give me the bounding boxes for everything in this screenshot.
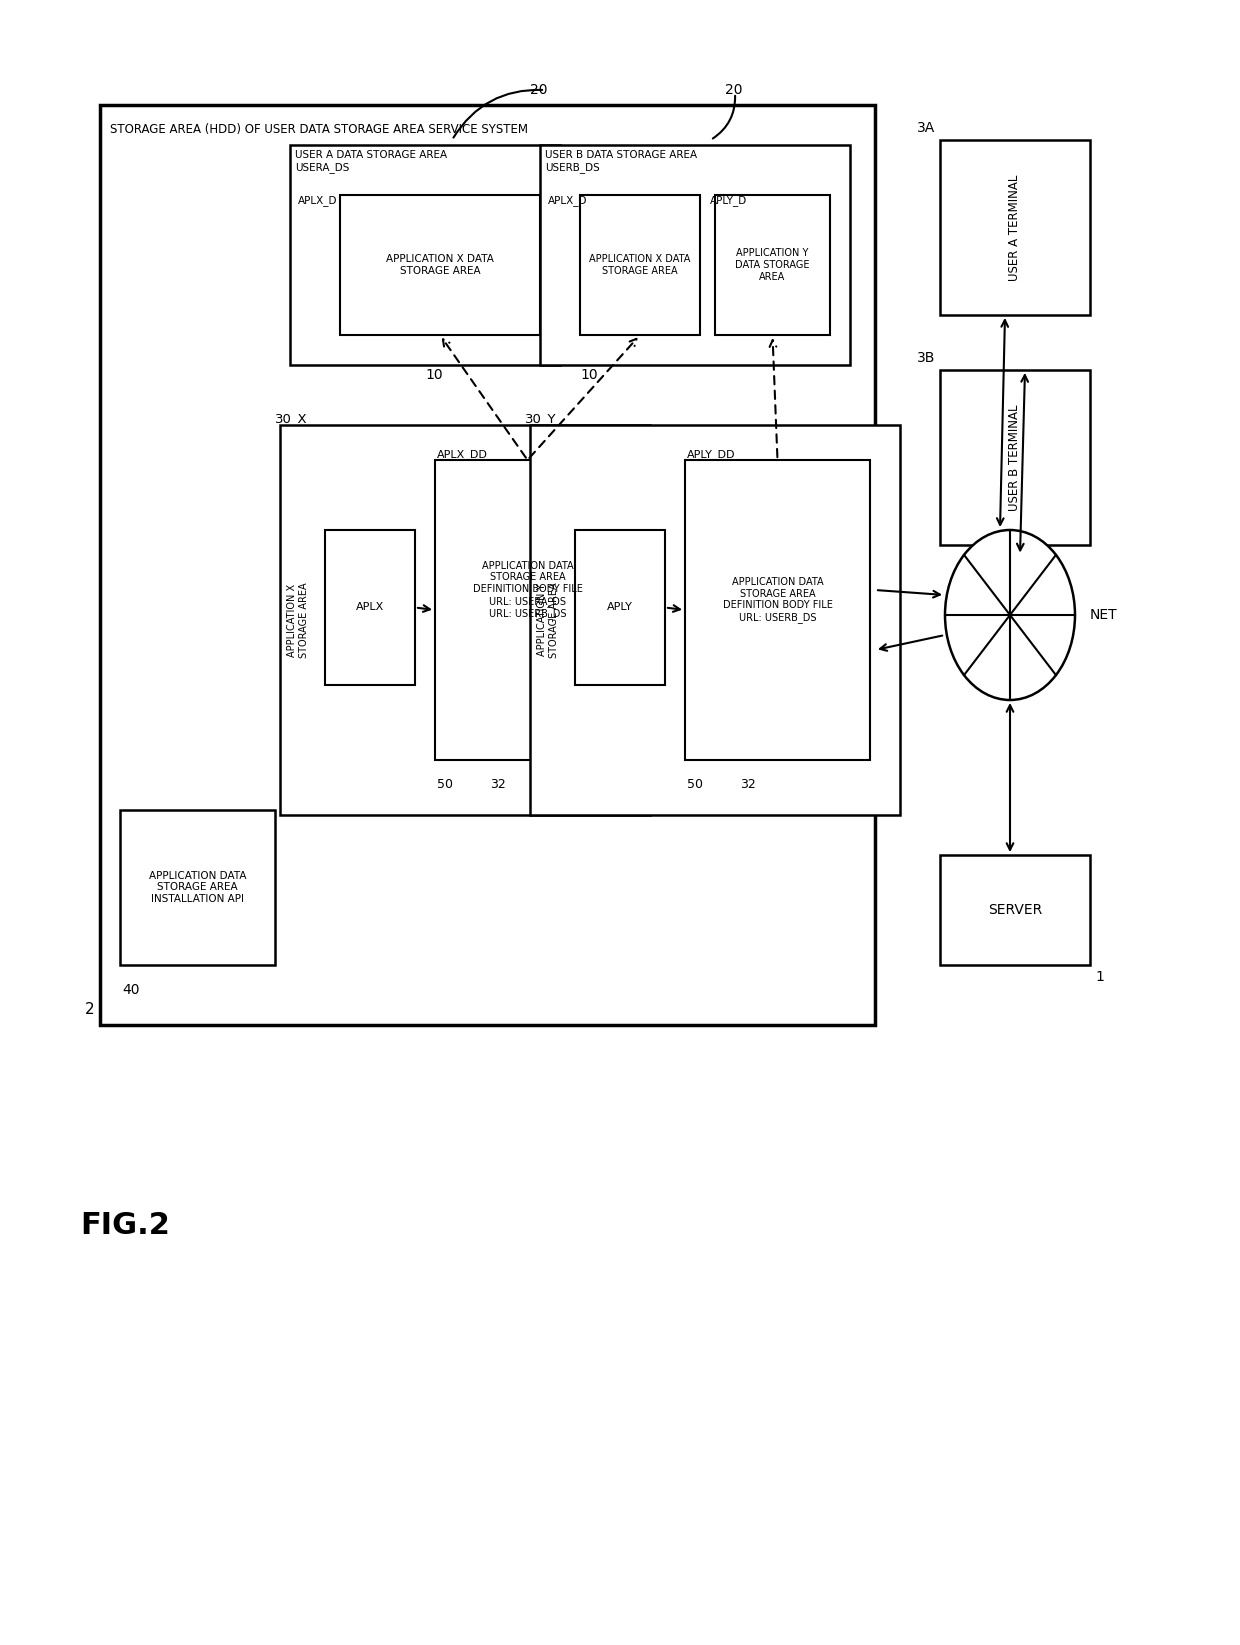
Text: APLX_D: APLX_D [548, 196, 588, 206]
FancyBboxPatch shape [280, 424, 650, 814]
FancyBboxPatch shape [575, 530, 665, 684]
FancyBboxPatch shape [940, 140, 1090, 314]
Text: APPLICATION Y
DATA STORAGE
AREA: APPLICATION Y DATA STORAGE AREA [735, 248, 810, 281]
FancyBboxPatch shape [100, 105, 875, 1025]
Text: USER A DATA STORAGE AREA
USERA_DS: USER A DATA STORAGE AREA USERA_DS [295, 150, 448, 173]
Text: USER B TERMINAL: USER B TERMINAL [1008, 405, 1022, 510]
FancyBboxPatch shape [340, 196, 539, 336]
Text: 2: 2 [86, 1002, 95, 1017]
Text: USER A TERMINAL: USER A TERMINAL [1008, 174, 1022, 281]
Text: FIG.2: FIG.2 [81, 1211, 170, 1239]
Text: APPLICATION DATA
STORAGE AREA
DEFINITION BODY FILE
URL: USERA_DS
URL: USERB_DS: APPLICATION DATA STORAGE AREA DEFINITION… [472, 561, 583, 619]
FancyBboxPatch shape [539, 145, 849, 365]
Text: USER B DATA STORAGE AREA
USERB_DS: USER B DATA STORAGE AREA USERB_DS [546, 150, 697, 173]
Text: APPLICATION X DATA
STORAGE AREA: APPLICATION X DATA STORAGE AREA [386, 255, 494, 276]
Ellipse shape [945, 530, 1075, 701]
Text: 50: 50 [687, 778, 703, 791]
FancyBboxPatch shape [940, 370, 1090, 544]
Text: APPLICATION X DATA
STORAGE AREA: APPLICATION X DATA STORAGE AREA [589, 255, 691, 276]
Text: APPLICATION Y
STORAGE AREA: APPLICATION Y STORAGE AREA [537, 582, 559, 658]
FancyBboxPatch shape [290, 145, 560, 365]
FancyBboxPatch shape [580, 196, 701, 336]
Text: 10: 10 [580, 368, 598, 382]
Text: 30_Y: 30_Y [525, 411, 557, 424]
FancyBboxPatch shape [529, 424, 900, 814]
FancyBboxPatch shape [435, 461, 620, 760]
Text: 40: 40 [122, 984, 139, 997]
FancyBboxPatch shape [684, 461, 870, 760]
FancyBboxPatch shape [715, 196, 830, 336]
Text: 3A: 3A [916, 122, 935, 135]
FancyBboxPatch shape [325, 530, 415, 684]
Text: 20: 20 [529, 82, 548, 97]
FancyBboxPatch shape [940, 855, 1090, 966]
Text: NET: NET [1090, 609, 1117, 622]
Text: SERVER: SERVER [988, 903, 1042, 916]
Text: APPLICATION X
STORAGE AREA: APPLICATION X STORAGE AREA [288, 582, 309, 658]
Text: 30_X: 30_X [275, 411, 308, 424]
Text: APLX: APLX [356, 602, 384, 612]
Text: 1: 1 [1095, 971, 1104, 984]
Text: APPLICATION DATA
STORAGE AREA
INSTALLATION API: APPLICATION DATA STORAGE AREA INSTALLATI… [149, 870, 247, 905]
Text: 20: 20 [725, 82, 743, 97]
FancyBboxPatch shape [120, 809, 275, 966]
Text: 50: 50 [436, 778, 453, 791]
Text: APLY_D: APLY_D [711, 196, 748, 206]
Text: APPLICATION DATA
STORAGE AREA
DEFINITION BODY FILE
URL: USERB_DS: APPLICATION DATA STORAGE AREA DEFINITION… [723, 577, 832, 623]
Text: 10: 10 [425, 368, 443, 382]
Text: 3B: 3B [916, 350, 935, 365]
Text: STORAGE AREA (HDD) OF USER DATA STORAGE AREA SERVICE SYSTEM: STORAGE AREA (HDD) OF USER DATA STORAGE … [110, 123, 528, 137]
Text: 32: 32 [740, 778, 755, 791]
Text: 32: 32 [490, 778, 506, 791]
Text: APLY_DD: APLY_DD [687, 449, 735, 461]
Text: APLX_DD: APLX_DD [436, 449, 487, 461]
Text: APLY: APLY [608, 602, 632, 612]
Text: APLX_D: APLX_D [298, 196, 337, 206]
